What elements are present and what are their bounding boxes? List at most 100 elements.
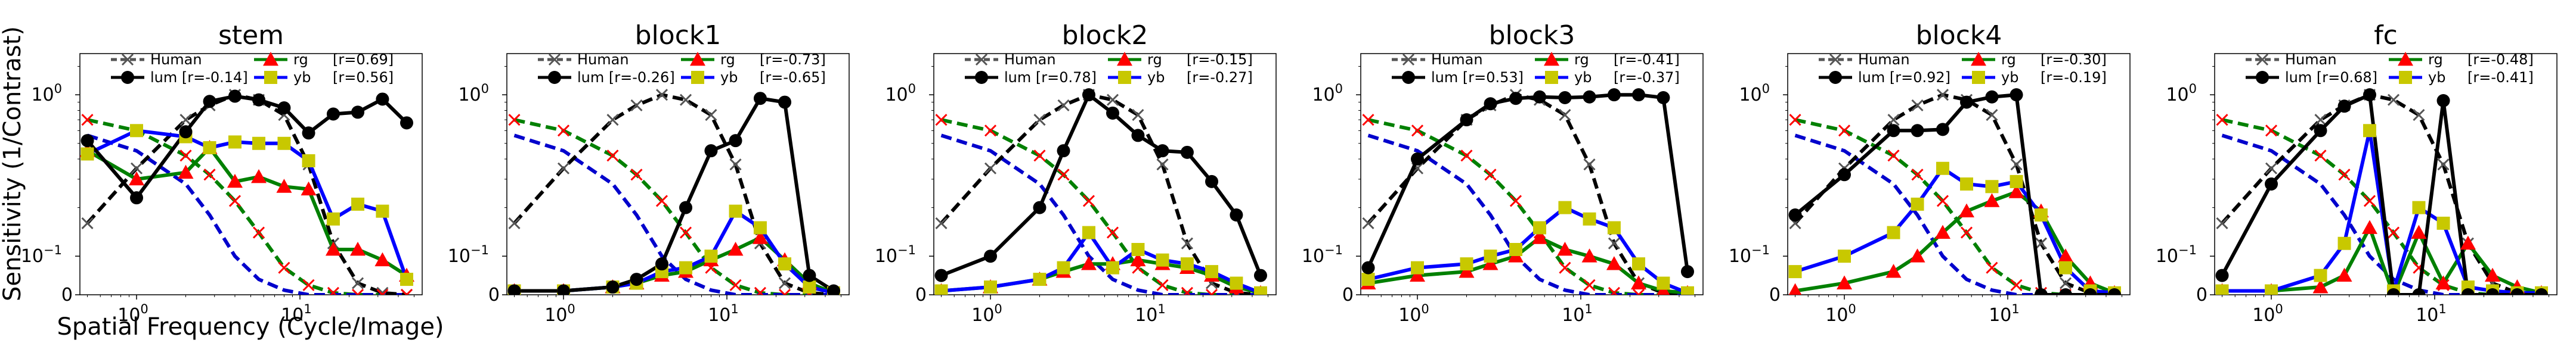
human-rg-point: [2363, 195, 2376, 207]
yb-point: [1033, 273, 1046, 286]
legend-item-lum: lum [r=0.78]: [965, 69, 1097, 86]
lum-point: [826, 284, 840, 295]
human-rg-point: [228, 195, 242, 207]
legend-yb-correlation: [r=-0.37]: [1614, 69, 1680, 86]
legend-label: yb: [1147, 69, 1165, 86]
human-rg-curve: [1367, 118, 1688, 295]
legend-marker: [264, 71, 277, 84]
human-rg-point: [1057, 169, 1070, 181]
human-lum-point: [557, 162, 570, 174]
x-tick-label: 101: [1135, 302, 1166, 326]
y-tick-label: 100: [458, 82, 489, 105]
human-lum-point: [630, 99, 643, 111]
human-rg-point: [302, 279, 315, 291]
rg-point: [1959, 203, 1975, 218]
legend-item-rg: rg: [2389, 51, 2443, 68]
human-rg-point: [1559, 261, 1571, 274]
rg-point: [2336, 267, 2352, 282]
human-lum-point: [2010, 158, 2023, 171]
lum-point: [1680, 265, 1694, 279]
human-rg-point: [376, 288, 389, 295]
yb-point: [1361, 273, 1375, 286]
human-rg-point: [1106, 226, 1119, 239]
legend-yb-correlation: [r=-0.19]: [2041, 69, 2107, 86]
lum-point: [302, 126, 315, 140]
human-rg-point: [1583, 279, 1596, 291]
lum-point: [1484, 97, 1497, 111]
human-rg-point: [179, 149, 192, 162]
human-lum-point: [1106, 93, 1119, 106]
yb-point: [1106, 261, 1120, 275]
human-lum-point: [1911, 99, 1924, 111]
legend-item-yb: yb: [1535, 69, 1592, 86]
human-rg-point: [1960, 226, 1973, 239]
lum-point: [1657, 91, 1670, 104]
human-lum-point: [705, 108, 717, 121]
lum-point: [2034, 288, 2048, 295]
yb-point: [934, 284, 948, 295]
lum-point: [1607, 88, 1621, 102]
yb-point: [1057, 261, 1070, 275]
human-lum-point: [1132, 108, 1144, 121]
rg-point: [1080, 256, 1097, 270]
legend-label: rg: [2001, 51, 2016, 68]
rg-point: [301, 181, 317, 196]
lum-curve: [1794, 92, 2114, 295]
legend-rg-correlation: [r=-0.30]: [2041, 51, 2107, 68]
lum-point: [2010, 88, 2023, 102]
yb-point: [351, 197, 365, 211]
human-rg-point: [2338, 169, 2351, 181]
lum-point: [1131, 129, 1145, 142]
yb-point: [1960, 177, 1974, 191]
x-tick-label: 100: [117, 302, 148, 326]
lum-point: [376, 92, 389, 106]
yb-point: [1680, 286, 1694, 295]
legend-marker: [548, 71, 561, 84]
yb-point: [2010, 174, 2023, 188]
legend-label: yb: [2001, 69, 2018, 86]
human-yb-curve: [2221, 133, 2541, 295]
legend-label: Human: [1431, 51, 1483, 68]
legend-label: rg: [293, 51, 308, 68]
legend-label: yb: [293, 69, 311, 86]
legend-label: lum [r=-0.14]: [150, 69, 248, 86]
rg-point: [752, 230, 768, 244]
yb-point: [80, 147, 94, 161]
human-lum-curve: [1794, 93, 2115, 295]
legend-marker: [975, 71, 988, 84]
human-lum-point: [935, 217, 948, 229]
human-rg-point: [81, 114, 94, 126]
human-rg-point: [1411, 124, 1424, 137]
legend-label: Human: [1004, 51, 1056, 68]
lum-point: [252, 93, 266, 107]
legend-item-human: Human: [1392, 51, 1483, 68]
legend-label: rg: [720, 51, 735, 68]
y-tick-label: 10−1: [875, 243, 916, 267]
lum-point: [1205, 174, 1219, 188]
lum-point: [2461, 288, 2475, 295]
lum-curve: [940, 92, 1262, 277]
human-rg-point: [1033, 149, 1046, 162]
yb-point: [2215, 284, 2229, 295]
yb-point: [679, 261, 693, 275]
human-rg-point: [935, 114, 948, 126]
legend-marker: [121, 71, 134, 84]
yb-point: [2436, 216, 2450, 230]
human-rg-point: [679, 226, 692, 239]
yb-point: [2034, 208, 2048, 222]
lum-point: [2534, 288, 2548, 295]
rg-point: [325, 241, 341, 256]
y-tick-label: 10−1: [2156, 243, 2197, 267]
legend-item-lum: lum [r=0.68]: [2246, 69, 2377, 86]
human-rg-point: [1986, 261, 1998, 274]
lum-point: [1911, 124, 1924, 138]
human-lum-point: [2035, 237, 2047, 250]
yb-point: [1838, 250, 1852, 263]
human-lum-point: [2216, 217, 2228, 229]
rg-point: [227, 173, 243, 188]
human-rg-point: [1887, 149, 1900, 162]
human-rg-point: [1484, 169, 1497, 181]
